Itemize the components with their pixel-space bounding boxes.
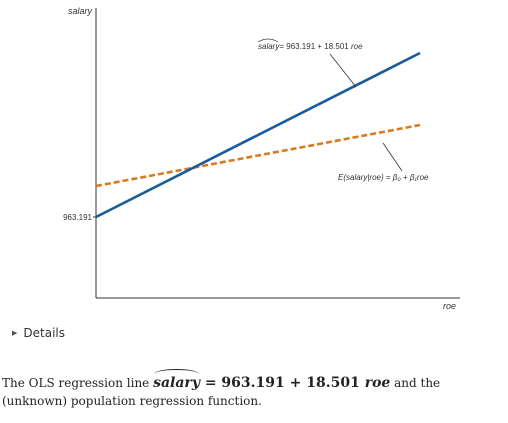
ols-annotation-leader <box>329 53 357 88</box>
salary-hat-accent <box>257 38 279 43</box>
ols-eq-var: roe <box>351 42 363 51</box>
x-axis-label: roe <box>443 301 456 311</box>
disclosure-triangle-icon: ▶ <box>12 329 18 337</box>
caption-eq-lhs: salary <box>153 369 200 391</box>
caption-eq-rhs: = 963.191 + 18.501 <box>199 375 365 391</box>
ols-equation-annotation: salary= 963.191 + 18.501 roe <box>257 38 363 51</box>
prf-equation-annotation: E(salary|roe) = β₀ + β₁roe <box>338 173 429 182</box>
caption-after: and the (unknown) population regression … <box>2 376 441 408</box>
svg-text:salary= 963.191 + 18.501 roe: salary= 963.191 + 18.501 roe <box>258 42 363 51</box>
ols-regression-line <box>95 51 421 219</box>
caption-before: The OLS regression line <box>2 376 154 390</box>
caption-eq-var: roe <box>364 375 391 391</box>
ols-eq-rhs: = 963.191 + 18.501 <box>279 42 351 51</box>
regression-figure: salary roe 963.191 salary= 963.191 + 18.… <box>63 6 460 311</box>
population-regression-line <box>95 123 421 188</box>
details-toggle[interactable]: ▶ Details <box>12 326 65 340</box>
ols-eq-lhs: salary <box>258 42 280 51</box>
details-label: Details <box>23 326 65 340</box>
prf-annotation-leader <box>382 142 403 172</box>
y-tick-label: 963.191 <box>63 213 92 222</box>
figure-caption: The OLS regression line salary = 963.191… <box>2 369 502 410</box>
y-axis-label: salary <box>68 6 93 16</box>
caption-equation: salary = 963.191 + 18.501 roe <box>153 369 391 391</box>
